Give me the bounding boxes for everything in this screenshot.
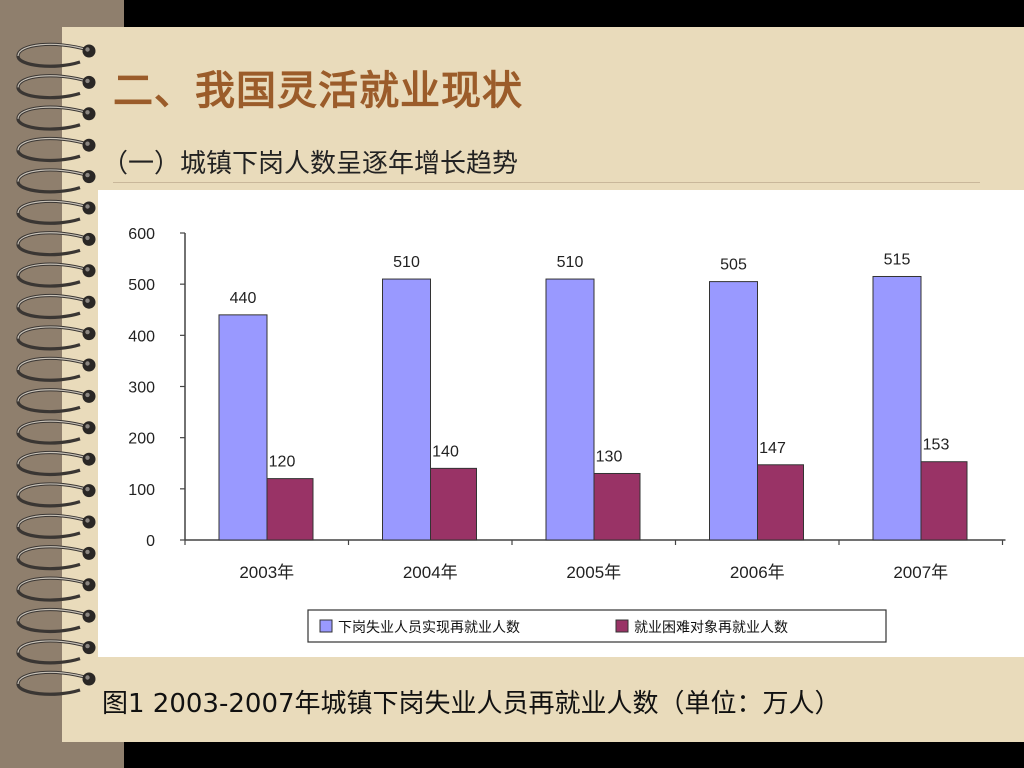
chart-caption: 图1 2003-2007年城镇下岗失业人员再就业人数（单位：万人） [102, 689, 841, 719]
chart-legend: 下岗失业人员实现再就业人数 就业困难对象再就业人数 [307, 609, 887, 643]
value-labels: 440 510 510 505 515 120 140 130 147 153 [230, 251, 950, 470]
legend-label: 下岗失业人员实现再就业人数 [338, 620, 520, 636]
spiral-ring [16, 136, 96, 163]
spiral-ring [16, 74, 96, 100]
spiral-ring [16, 105, 96, 131]
x-axis: 2003年 2004年 2005年 2006年 2007年 [184, 539, 1006, 582]
spiral-ring [16, 388, 96, 414]
spiral-ring [16, 168, 96, 194]
spiral-ring [16, 356, 96, 382]
x-tick-label: 2004年 [403, 563, 458, 582]
data-label: 120 [269, 454, 296, 471]
slide-title: 二、我国灵活就业现状 [113, 67, 523, 114]
bar-reemployed [545, 278, 595, 541]
spiral-ring [16, 607, 96, 634]
chart-panel: 0 100 200 300 400 500 600 2003年 2004年 2005年 2006年… [98, 190, 1024, 657]
legend-box [307, 609, 887, 643]
spiral-ring [16, 482, 96, 508]
spiral-ring [16, 545, 96, 571]
bar-reemployed [872, 275, 922, 541]
data-label: 153 [923, 437, 950, 454]
bar-hard-to-employ [430, 467, 477, 541]
data-label: 510 [393, 254, 420, 271]
subtitle-divider [113, 182, 980, 183]
x-tick-label: 2005年 [566, 563, 621, 582]
spiral-ring [16, 639, 96, 665]
bar-reemployed [709, 281, 758, 541]
y-tick-label: 0 [146, 533, 155, 550]
data-label: 140 [432, 443, 459, 460]
legend-label: 就业困难对象再就业人数 [634, 620, 788, 636]
bar-hard-to-employ [757, 464, 804, 541]
y-tick-label: 400 [128, 328, 155, 345]
spiral-ring [16, 293, 96, 320]
bar-reemployed [382, 278, 431, 541]
legend-swatch [615, 619, 629, 633]
data-label: 147 [759, 440, 786, 457]
y-tick-label: 600 [128, 226, 155, 243]
data-label: 505 [720, 257, 747, 274]
bar-reemployed [218, 314, 268, 541]
spiral-ring [16, 325, 96, 351]
data-label: 130 [596, 448, 623, 465]
legend-swatch [319, 619, 333, 633]
bar-hard-to-employ [920, 461, 968, 541]
spiral-ring [16, 262, 96, 288]
data-label: 515 [884, 251, 911, 268]
data-label: 510 [557, 254, 584, 271]
spiral-ring [16, 231, 96, 257]
bar-hard-to-employ [593, 472, 641, 541]
bar-chart: 0 100 200 300 400 500 600 2003年 2004年 2005年 2006年… [128, 226, 1006, 643]
slide-subtitle: （一）城镇下岗人数呈逐年增长趋势 [102, 149, 519, 179]
spiral-ring [16, 419, 96, 445]
spiral-binding-icon [16, 42, 96, 696]
spiral-ring [16, 576, 96, 602]
spiral-ring [16, 199, 96, 225]
bars [218, 275, 968, 541]
x-tick-label: 2006年 [730, 563, 785, 582]
x-tick-label: 2003年 [239, 563, 294, 582]
legend-item: 就业困难对象再就业人数 [615, 619, 788, 636]
legend-item: 下岗失业人员实现再就业人数 [319, 619, 520, 636]
y-tick-label: 200 [128, 431, 155, 448]
spiral-ring [16, 450, 96, 477]
spiral-ring [16, 513, 96, 539]
data-label: 440 [230, 290, 257, 307]
x-tick-label: 2007年 [893, 563, 948, 582]
y-tick-label: 500 [128, 277, 155, 294]
y-axis: 0 100 200 300 400 500 600 [128, 226, 186, 550]
spiral-ring [16, 42, 96, 68]
bar-hard-to-employ [266, 478, 314, 541]
y-tick-label: 300 [128, 380, 155, 397]
spiral-ring [16, 670, 96, 696]
y-tick-label: 100 [128, 482, 155, 499]
